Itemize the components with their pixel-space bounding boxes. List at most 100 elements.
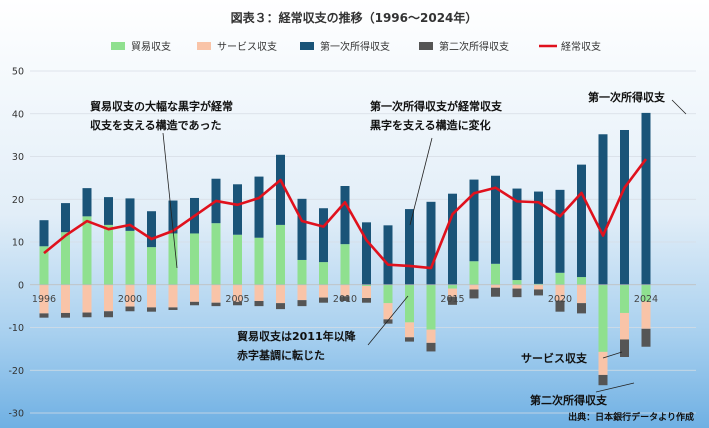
bar-primary-2002 — [168, 200, 178, 234]
bar-trade-2014 — [426, 284, 436, 330]
bar-services-2021 — [577, 284, 586, 304]
bar-primary-2008 — [297, 198, 307, 260]
bar-secondary-2024 — [641, 328, 651, 347]
bar-services-2005 — [233, 284, 242, 302]
bar-primary-2012 — [383, 225, 393, 285]
bar-secondary-2022 — [598, 374, 608, 386]
bar-primary-1996 — [39, 220, 49, 247]
bar-primary-2007 — [276, 154, 285, 225]
bar-trade-2013 — [405, 284, 414, 323]
bar-primary-2001 — [147, 211, 156, 248]
x-tick-label: 2020 — [548, 294, 572, 305]
bar-primary-2020 — [555, 189, 565, 273]
legend-swatch-primary — [300, 42, 314, 50]
bar-services-2020 — [555, 284, 565, 301]
bar-trade-2024 — [641, 284, 651, 302]
legend-label-trade: 貿易収支 — [131, 41, 171, 53]
bar-primary-2000 — [125, 198, 135, 231]
current-account-line — [43, 158, 648, 270]
annotation-pointers — [162, 99, 687, 393]
annotation-text: 第二次所得収支 — [530, 393, 608, 407]
bar-trade-2004 — [211, 223, 221, 285]
bar-trade-2001 — [147, 247, 156, 285]
bar-primary-2023 — [620, 129, 629, 285]
bar-primary-2010 — [340, 185, 350, 245]
bar-services-1997 — [61, 284, 70, 313]
legend-label-secondary: 第二次所得収支 — [439, 40, 509, 53]
bar-secondary-2018 — [512, 288, 522, 298]
chart-title: 図表３：経常収支の推移（1996～2024年） — [231, 10, 478, 25]
bar-secondary-2010 — [340, 296, 350, 301]
x-tick-label: 2005 — [225, 294, 249, 305]
bar-primary-2021 — [577, 164, 586, 278]
bar-services-2013 — [405, 322, 414, 338]
bar-secondary-1998 — [82, 312, 92, 318]
legend-swatch-trade — [111, 42, 125, 50]
annotation-text: 第一次所得収支 — [588, 90, 666, 104]
bar-services-2014 — [426, 329, 436, 343]
bar-trade-2018 — [512, 280, 522, 285]
x-tick-label: 2024 — [634, 294, 658, 305]
annotation-text: 貿易収支の大幅な黒字が経常 — [90, 99, 233, 113]
bar-trade-2012 — [383, 284, 393, 304]
bar-secondary-1996 — [39, 313, 49, 318]
bar-trade-2007 — [276, 224, 285, 285]
bar-secondary-2000 — [125, 306, 135, 312]
x-tick-label: 2015 — [440, 294, 464, 305]
bar-services-2018 — [512, 284, 522, 289]
bar-primary-1997 — [61, 203, 70, 233]
bar-trade-1998 — [82, 216, 92, 285]
source-note: 出典：日本銀行データより作成 — [568, 411, 694, 423]
annotation-text: 黒字を支える構造に変化 — [370, 118, 491, 132]
bar-primary-2019 — [534, 191, 543, 284]
legend-swatch-services — [197, 42, 211, 50]
line-current — [43, 158, 648, 270]
bar-secondary-2002 — [168, 307, 178, 310]
bar-services-1998 — [82, 284, 92, 313]
annotation-pointer — [602, 351, 623, 359]
bar-trade-2015 — [448, 284, 457, 289]
bar-services-2010 — [340, 284, 350, 297]
bar-services-2015 — [448, 288, 457, 297]
bar-services-2001 — [147, 284, 156, 308]
bar-trade-2009 — [319, 262, 328, 285]
bar-secondary-2016 — [469, 289, 479, 299]
bar-secondary-2017 — [491, 287, 500, 297]
bar-services-2022 — [598, 351, 608, 375]
bar-secondary-2007 — [276, 303, 285, 310]
bar-services-2012 — [383, 303, 393, 320]
bar-secondary-2019 — [534, 289, 543, 296]
bar-primary-2017 — [491, 175, 500, 264]
bar-primary-2006 — [254, 176, 264, 238]
bar-secondary-1999 — [104, 311, 113, 318]
bar-services-2009 — [319, 284, 328, 298]
bar-services-2008 — [297, 284, 307, 301]
bar-services-2016 — [469, 284, 479, 290]
bar-trade-2017 — [491, 263, 500, 285]
bar-services-1996 — [39, 284, 49, 314]
bar-trade-1997 — [61, 232, 70, 285]
y-tick-label: 40 — [12, 109, 24, 120]
bar-secondary-2004 — [211, 302, 221, 307]
bar-services-2003 — [190, 284, 199, 302]
bar-trade-2008 — [297, 259, 307, 285]
bar-trade-1999 — [104, 224, 113, 285]
annotation-text: 収支を支える構造であった — [90, 118, 222, 132]
x-axis-ticks: 1996 2000 2005 2010 2015 2020 2024 — [32, 294, 658, 305]
x-tick-label: 2010 — [333, 294, 357, 305]
bar-services-2023 — [620, 312, 629, 340]
bar-services-2007 — [276, 284, 285, 304]
bar-primary-2009 — [319, 208, 328, 263]
bar-secondary-2006 — [254, 300, 264, 307]
y-tick-label: 30 — [12, 152, 24, 163]
annotation-text: 赤字基調に転じた — [237, 348, 325, 362]
bar-primary-1999 — [104, 197, 113, 225]
legend-swatch-secondary — [419, 42, 433, 50]
bar-primary-2005 — [233, 184, 242, 235]
bar-secondary-2008 — [297, 300, 307, 307]
bar-trade-2022 — [598, 284, 608, 352]
bar-primary-2024 — [641, 112, 651, 285]
bar-services-2000 — [125, 284, 135, 307]
bars — [39, 112, 651, 386]
